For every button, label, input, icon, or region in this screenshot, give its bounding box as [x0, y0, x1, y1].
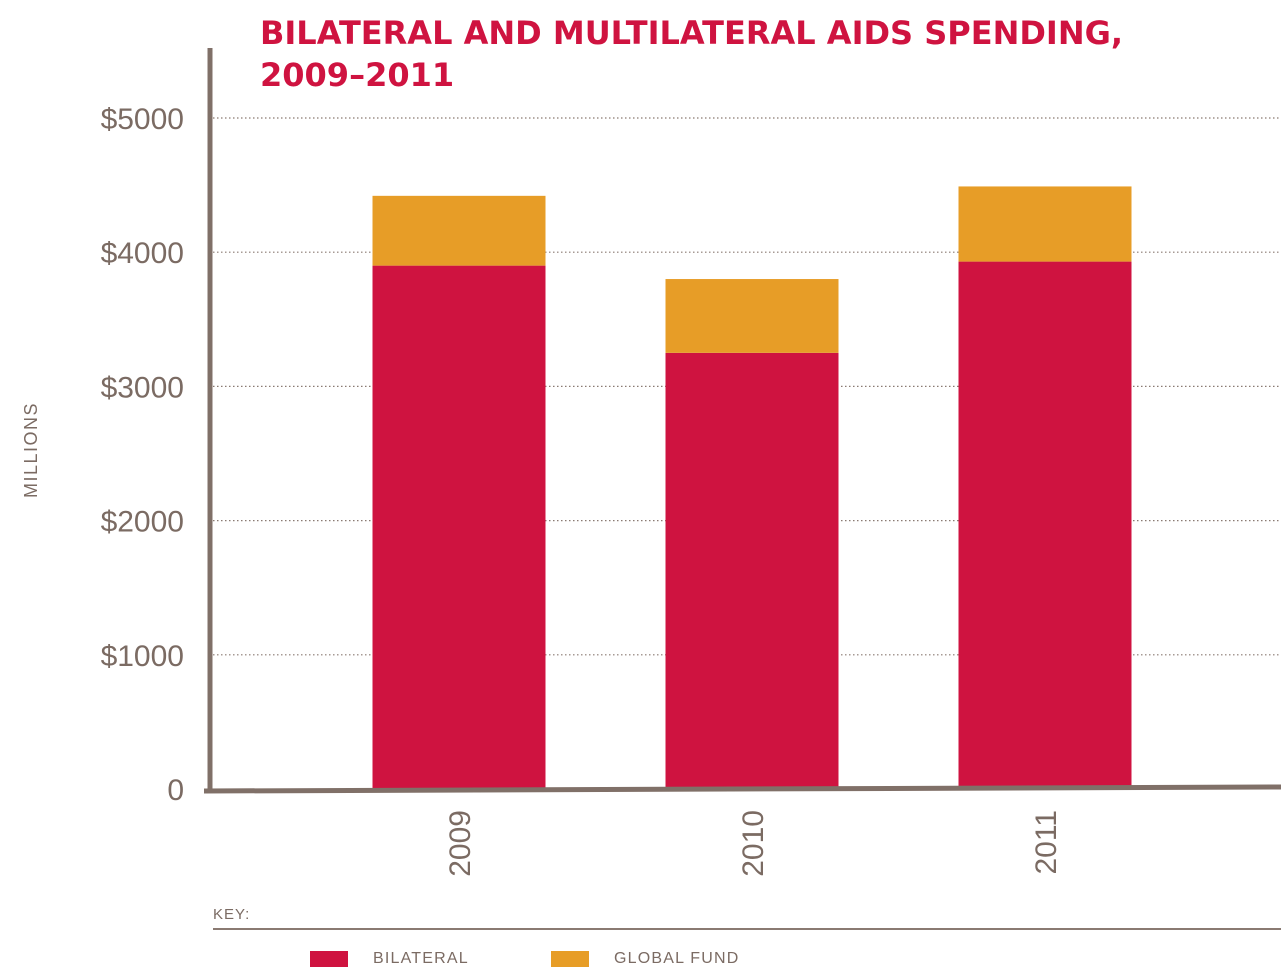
y-tick-labels: 0 $1000 $2000 $3000 $4000 $5000: [101, 103, 184, 807]
bar-global-fund-2009: [372, 195, 546, 266]
x-tick-label: 2011: [1030, 810, 1063, 875]
axes: [203, 48, 1281, 794]
legend-item-bilateral: BILATERAL: [310, 950, 469, 968]
y-tick-label: $1000: [101, 640, 184, 673]
legend-label-global-fund: GLOBAL FUND: [614, 950, 740, 967]
y-tick-label: $2000: [101, 506, 184, 539]
x-axis-line: [203, 784, 1281, 794]
y-tick-label: 0: [167, 774, 184, 807]
chart-title-line-1: BILATERAL AND MULTILATERAL AIDS SPENDING…: [260, 14, 1124, 52]
bar-bilateral-2011: [958, 261, 1132, 789]
y-tick-label: $5000: [101, 103, 184, 136]
legend-swatch-bilateral: [310, 951, 348, 967]
x-tick-label: 2010: [737, 810, 770, 877]
legend-swatch-global-fund: [551, 951, 589, 967]
chart-title: BILATERAL AND MULTILATERAL AIDS SPENDING…: [260, 12, 1270, 96]
x-tick-label: 2009: [444, 810, 477, 877]
legend-title: KEY:: [213, 906, 251, 923]
bars: [372, 186, 1132, 789]
y-tick-label: $4000: [101, 237, 184, 270]
legend-item-global-fund: GLOBAL FUND: [551, 950, 740, 968]
bar-bilateral-2009: [372, 265, 546, 789]
y-axis-label: MILLIONS: [21, 402, 41, 498]
chart-plot: 0$1000$2000$3000$4000$5000 2009 2010 2011 …: [21, 48, 1281, 877]
y-tick-label: $3000: [101, 371, 184, 404]
x-tick-labels: 2009 2010 2011: [444, 810, 1063, 877]
legend-divider: [213, 928, 1281, 930]
bar-bilateral-2010: [665, 352, 839, 789]
bar-global-fund-2010: [665, 279, 839, 353]
bar-global-fund-2011: [958, 186, 1132, 262]
chart-title-line-2: 2009–2011: [260, 56, 455, 94]
legend-label-bilateral: BILATERAL: [373, 950, 469, 967]
